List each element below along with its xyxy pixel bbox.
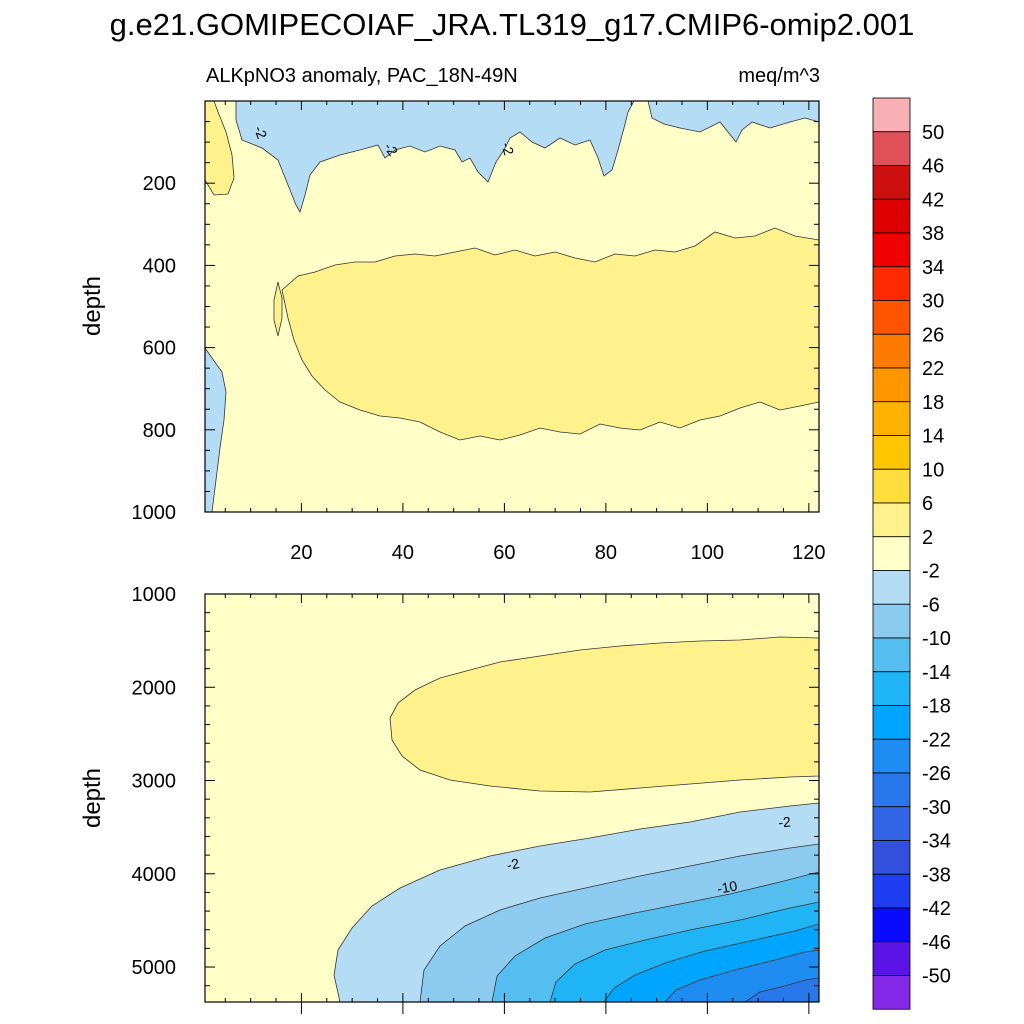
y-tick-label: 1000 (132, 584, 177, 606)
colorbar-swatch (872, 941, 911, 976)
x-tick-label: 40 (392, 542, 414, 564)
colorbar-level-label: -50 (922, 966, 951, 988)
colorbar-level-label: -6 (922, 594, 940, 616)
colorbar-swatch (872, 975, 911, 1010)
lower-contour-label: -2 (505, 855, 521, 873)
upper-negative-region-right (647, 101, 819, 143)
colorbar-swatch (872, 131, 911, 166)
upper-positive-region (281, 227, 819, 441)
y-tick-label: 200 (143, 173, 176, 195)
colorbar-swatch (872, 266, 911, 301)
lower-plot-frame (204, 593, 820, 1003)
colorbar-level-label: -46 (922, 932, 951, 954)
colorbar-level-label: 10 (922, 459, 944, 481)
x-tick-label: 120 (792, 542, 825, 564)
colorbar-swatch (872, 536, 911, 571)
colorbar-level-label: 38 (922, 223, 944, 245)
colorbar-swatch (872, 468, 911, 504)
y-tick-label: 5000 (132, 957, 177, 979)
colorbar-swatch (872, 840, 911, 875)
colorbar-level-label: 50 (922, 122, 944, 144)
colorbar-swatch (872, 907, 911, 943)
colorbar-level-label: 30 (922, 291, 944, 313)
colorbar-swatch (872, 97, 911, 133)
colorbar-level-label: -22 (922, 729, 951, 751)
lower-positive-region (389, 636, 819, 793)
colorbar-level-label: 26 (922, 324, 944, 346)
x-tick-label: 100 (691, 542, 724, 564)
colorbar-swatch (872, 165, 911, 200)
y-tick-label: 400 (143, 255, 176, 277)
colorbar-level-label: 6 (922, 493, 933, 515)
y-tick-label: 1000 (132, 502, 177, 524)
colorbar: 50 46 42 38 34 30 26 22 18 14 10 6 2 -2 -6 -10 -14 -18 -22… (872, 97, 951, 1010)
colorbar-level-label: 18 (922, 392, 944, 414)
colorbar-swatch (872, 705, 911, 740)
colorbar-swatch (872, 333, 911, 369)
lower-contour-band-minus26 (744, 977, 819, 1002)
colorbar-swatch (872, 367, 911, 403)
colorbar-level-label: -26 (922, 763, 951, 785)
y-tick-label: 600 (143, 338, 176, 360)
y-tick-label: 2000 (132, 677, 177, 699)
colorbar-level-label: -18 (922, 696, 951, 718)
y-tick-label: 3000 (132, 771, 177, 793)
y-tick-label: 4000 (132, 864, 177, 886)
colorbar-swatch (872, 570, 911, 605)
y-axis-label: depth (79, 768, 106, 828)
colorbar-swatch (872, 198, 911, 234)
colorbar-swatch (872, 873, 911, 909)
x-tick-label: 20 (290, 542, 312, 564)
colorbar-swatch (872, 738, 911, 774)
upper-contour-label: -2 (251, 124, 270, 141)
colorbar-level-label: -30 (922, 797, 951, 819)
colorbar-swatch (872, 772, 911, 808)
colorbar-swatch (872, 401, 911, 436)
y-tick-label: 800 (143, 420, 176, 442)
colorbar-swatch (872, 806, 911, 841)
colorbar-level-label: 14 (922, 426, 944, 448)
upper-negative-region-edge (205, 347, 227, 512)
colorbar-swatch (872, 671, 911, 706)
lower-panel: 1000 2000 3000 4000 5000 -2 -2 -10 depth (79, 584, 820, 1014)
colorbar-level-label: -2 (922, 561, 940, 583)
x-tick-label: 80 (595, 542, 617, 564)
colorbar-level-label: -34 (922, 831, 951, 853)
colorbar-level-label: -14 (922, 662, 951, 684)
chart-title: g.e21.GOMIPECOIAF_JRA.TL319_g17.CMIP6-om… (110, 7, 915, 42)
colorbar-level-label: -38 (922, 864, 951, 886)
colorbar-level-label: 46 (922, 156, 944, 178)
colorbar-swatch (872, 435, 911, 470)
colorbar-level-label: -42 (922, 898, 951, 920)
colorbar-swatch (872, 637, 911, 673)
upper-contour-label: -2 (498, 141, 517, 157)
colorbar-swatch (872, 232, 911, 268)
chart-subtitle: ALKpNO3 anomaly, PAC_18N-49N (206, 65, 518, 87)
upper-positive-corner (205, 101, 235, 196)
colorbar-swatch (872, 502, 911, 538)
x-tick-label: 60 (493, 542, 515, 564)
colorbar-swatch (872, 603, 911, 639)
upper-positive-sliver (273, 281, 283, 337)
colorbar-level-label: -10 (922, 628, 951, 650)
colorbar-level-label: 42 (922, 189, 944, 211)
y-axis-label: depth (79, 276, 106, 336)
lower-contour-label: -10 (716, 877, 739, 896)
colorbar-level-label: 34 (922, 257, 944, 279)
colorbar-level-label: 2 (922, 527, 933, 549)
colorbar-level-label: 22 (922, 358, 944, 380)
upper-negative-region-surface (235, 101, 635, 214)
lower-contour-label: -2 (778, 813, 792, 830)
colorbar-swatch (872, 300, 911, 335)
units-label: meq/m^3 (738, 65, 820, 87)
